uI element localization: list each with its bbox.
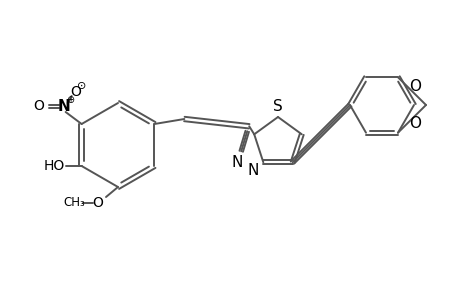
- Text: S: S: [273, 98, 282, 113]
- Text: O: O: [33, 99, 44, 113]
- Text: N: N: [247, 163, 258, 178]
- Text: O: O: [408, 116, 420, 131]
- Text: ⊙: ⊙: [77, 81, 86, 91]
- Text: ⊕: ⊕: [67, 95, 74, 105]
- Text: N: N: [231, 155, 242, 170]
- Text: O: O: [70, 85, 81, 99]
- Text: O: O: [408, 79, 420, 94]
- Text: N: N: [57, 98, 70, 113]
- Text: CH₃: CH₃: [63, 196, 85, 209]
- Text: O: O: [92, 196, 103, 210]
- Text: HO: HO: [44, 159, 65, 173]
